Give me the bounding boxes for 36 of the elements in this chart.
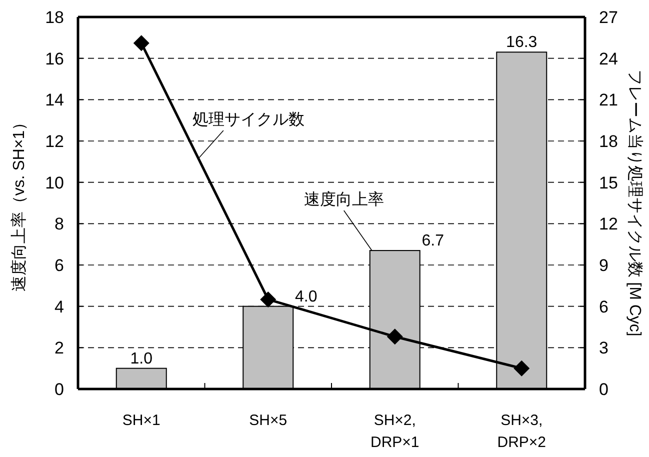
y-tick-label: 4 <box>54 297 64 316</box>
point <box>260 291 276 308</box>
point <box>386 328 403 345</box>
y2-tick-label: 27 <box>599 8 618 27</box>
y-tick-label: 14 <box>45 90 64 110</box>
y2-tick-label: 6 <box>599 297 608 316</box>
y2-tick-label: 15 <box>599 173 618 192</box>
y-tick-label: 18 <box>45 8 64 27</box>
y2-tick-label: 18 <box>599 132 618 151</box>
y2-tick-label: 21 <box>599 90 618 110</box>
text: 速度向上率 <box>304 190 384 209</box>
y2-tick-label: 9 <box>599 256 608 275</box>
point <box>133 35 150 52</box>
y2-tick-label: 0 <box>599 380 608 399</box>
x-tick-label: SH×1 <box>122 412 160 429</box>
data-label: 16.3 <box>506 34 538 52</box>
y-tick-label: 8 <box>54 214 64 234</box>
data-label: 1.0 <box>130 350 153 368</box>
y-tick-label: 0 <box>54 380 64 399</box>
y-tick-label: 12 <box>45 132 64 151</box>
y2-axis-title: フレーム当り処理サイクル数 [M Cyc] <box>626 70 644 336</box>
x-tick-label: SH×5 <box>249 412 288 429</box>
x-tick-label: SH×3, DRP×2 <box>497 412 546 451</box>
y-tick-label: 6 <box>54 256 64 275</box>
y2-tick-label: 12 <box>599 214 618 234</box>
y2-tick-label: 3 <box>599 338 608 358</box>
y-tick-label: 10 <box>45 173 64 192</box>
x-tick-label: SH×2, DRP×1 <box>370 412 420 451</box>
series-label: 処理サイクル数 <box>192 112 304 128</box>
data-label: 4.0 <box>295 288 318 306</box>
y-tick-label: 2 <box>54 338 64 358</box>
y2-tick-label: 24 <box>599 49 618 68</box>
point <box>514 360 530 376</box>
data-label: 6.7 <box>422 232 444 250</box>
y-tick-label: 16 <box>45 49 64 68</box>
y-axis-title: 速度向上率（vs. SH×1） <box>10 114 28 292</box>
